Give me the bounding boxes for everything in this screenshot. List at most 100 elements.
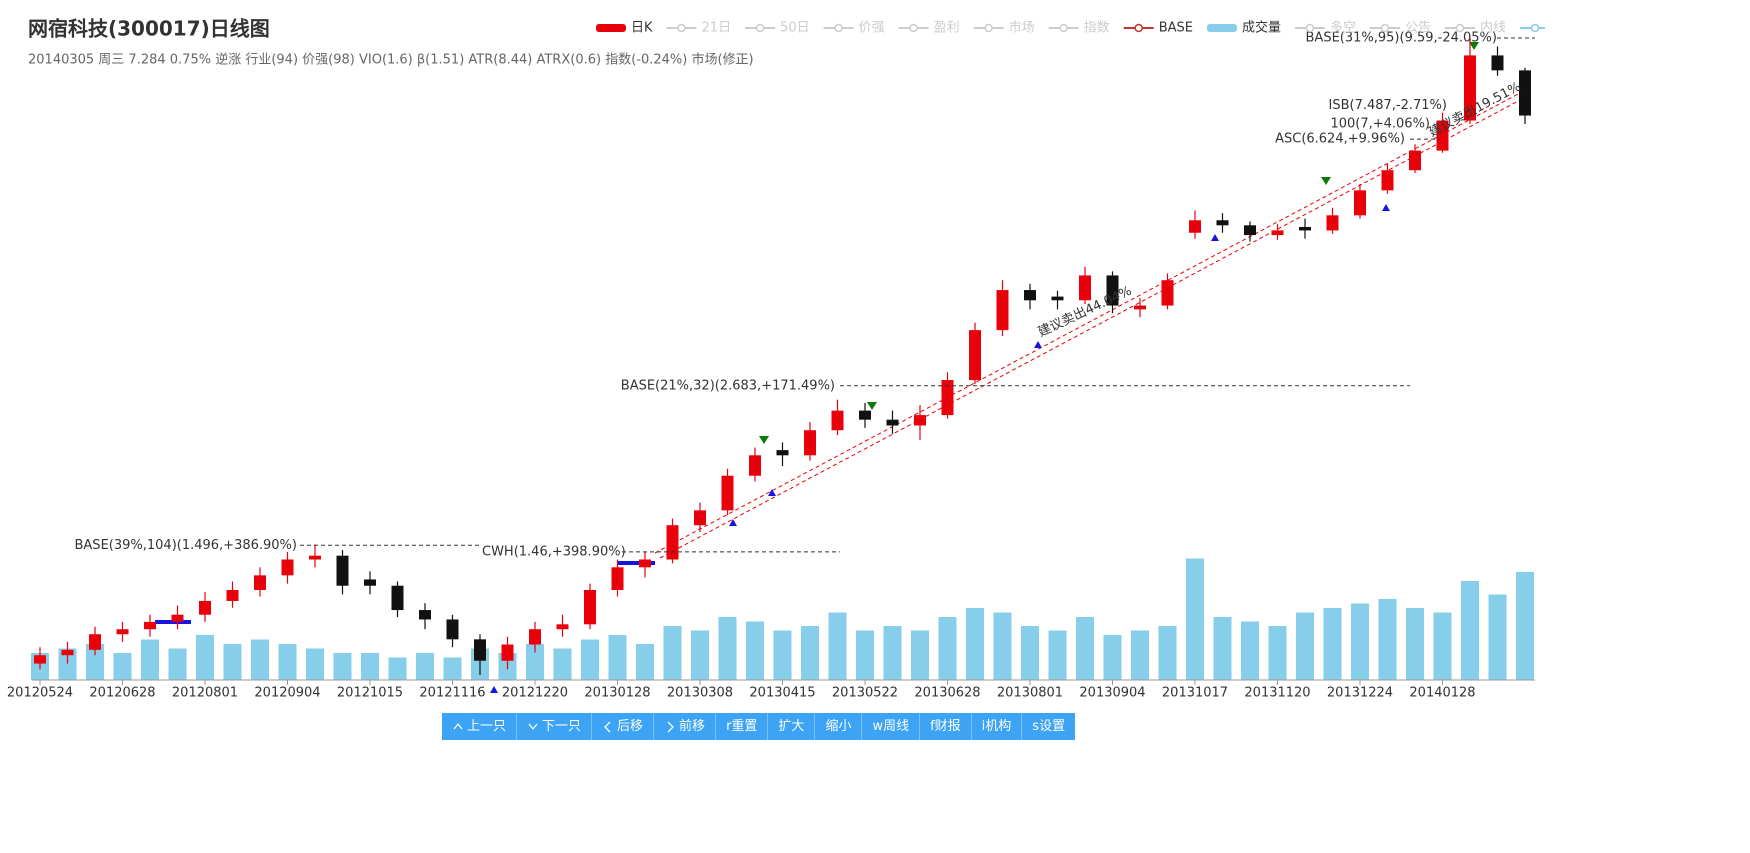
chevron [604, 721, 611, 732]
candle-body [859, 410, 871, 420]
candle-body [1106, 275, 1119, 306]
base-marker [155, 620, 191, 624]
candle-body [1024, 290, 1036, 301]
legend-label: 市场 [1009, 20, 1035, 36]
toolbar-button[interactable]: 扩大 [768, 713, 816, 740]
candle-body [474, 639, 486, 661]
buy-signal [768, 489, 776, 496]
candle-body [116, 629, 129, 635]
x-tick-label: 20131120 [1244, 686, 1310, 701]
volume-bar [58, 648, 77, 680]
volume-bar [168, 648, 187, 680]
button-label: 扩大 [778, 719, 805, 734]
x-tick-label: 20140128 [1409, 686, 1475, 701]
button-icon [604, 721, 611, 732]
annotation: BASE(21%,32)(2.683,+171.49%) [621, 378, 835, 393]
volume-bar [361, 653, 379, 680]
toolbar-button[interactable]: f财报 [920, 713, 972, 740]
toolbar-button[interactable]: 前移 [654, 713, 717, 740]
volume-bar [828, 612, 847, 680]
volume-bar [1351, 603, 1369, 680]
legend-label: 公告 [1405, 21, 1431, 36]
x-tick-label: 20130801 [997, 686, 1063, 701]
candle-body [776, 450, 789, 456]
trend-line [659, 98, 1523, 559]
volume-bar [718, 617, 737, 680]
candle-body [89, 634, 101, 650]
legend-label: 日K [631, 21, 653, 36]
candle-body [364, 579, 376, 586]
volume-bar [1378, 599, 1397, 680]
candle-body [1244, 225, 1256, 236]
candle-body [309, 555, 321, 560]
volume-bar [938, 617, 957, 680]
button-label: 上一只 [467, 719, 507, 734]
candle-body [1079, 275, 1091, 301]
candle-body [1409, 150, 1421, 171]
candle-body [666, 525, 679, 560]
button-label: 下一只 [542, 719, 582, 734]
volume-bar [251, 639, 269, 680]
candle-body [1381, 170, 1394, 191]
button-icon [453, 722, 463, 729]
button-label: 前移 [679, 719, 706, 734]
legend-swatch [1305, 23, 1315, 33]
signal-markers [759, 42, 1479, 444]
x-tick-label: 20120904 [254, 686, 320, 701]
toolbar-button[interactable]: i机构 [972, 713, 1023, 740]
candle-body [721, 475, 734, 511]
candle-layer [34, 38, 1531, 676]
legend-swatch [834, 23, 843, 33]
sell-signal [759, 436, 769, 444]
volume-bar [1241, 621, 1259, 680]
candle-body [749, 455, 761, 476]
volume-bar [1433, 612, 1452, 680]
toolbar-button[interactable]: r重置 [716, 713, 769, 740]
candle-body [171, 614, 184, 622]
volume-bar [801, 626, 819, 680]
candle-body [1189, 220, 1201, 233]
volume-bar [883, 626, 902, 680]
legend-swatch [1530, 23, 1540, 33]
toolbar-button[interactable]: 后移 [592, 713, 655, 740]
x-tick-label: 20131017 [1162, 686, 1228, 701]
volume-bar [911, 630, 929, 680]
toolbar-button[interactable]: s设置 [1022, 713, 1075, 740]
candle-body [914, 415, 926, 426]
button-label: r重置 [726, 719, 758, 734]
toolbar-button[interactable]: 上一只 [442, 713, 518, 740]
candle-body [281, 559, 294, 576]
button-icon [528, 723, 538, 730]
candle-body [611, 567, 624, 590]
chart-subtitle: 20140305 周三 7.284 0.75% 逆涨 行业(94) 价强(98)… [28, 52, 754, 68]
candle-body [969, 330, 981, 381]
volume-bar [1186, 558, 1204, 680]
candle-body [1326, 215, 1339, 231]
chart-title: 网宿科技(300017)日线图 [28, 17, 270, 41]
chevron [453, 722, 463, 729]
buy-signal [1211, 234, 1219, 241]
x-tick-label: 20130415 [749, 686, 815, 701]
annotation: CWH(1.46,+398.90%) [482, 544, 626, 559]
button-label: f财报 [930, 719, 961, 734]
sell-signal [867, 402, 877, 410]
legend-swatch [1206, 24, 1237, 32]
volume-bar [966, 608, 984, 680]
toolbar-button[interactable]: w周线 [862, 713, 921, 740]
volume-bar [223, 644, 242, 680]
candle-body [996, 290, 1009, 331]
chevron [528, 723, 538, 730]
buy-signal [729, 519, 737, 526]
candle-body [804, 430, 816, 456]
volume-bar [1268, 626, 1287, 680]
toolbar-button[interactable]: 缩小 [815, 713, 863, 740]
volume-bar [113, 653, 132, 680]
toolbar-button[interactable]: 下一只 [517, 713, 593, 740]
legend-swatch [755, 23, 765, 33]
volume-bar [1048, 630, 1067, 680]
volume-bar [691, 630, 709, 680]
volume-bar [773, 630, 792, 680]
volume-bar [196, 635, 214, 680]
button-icon [667, 721, 674, 732]
legend-label: BASE [1159, 21, 1193, 36]
